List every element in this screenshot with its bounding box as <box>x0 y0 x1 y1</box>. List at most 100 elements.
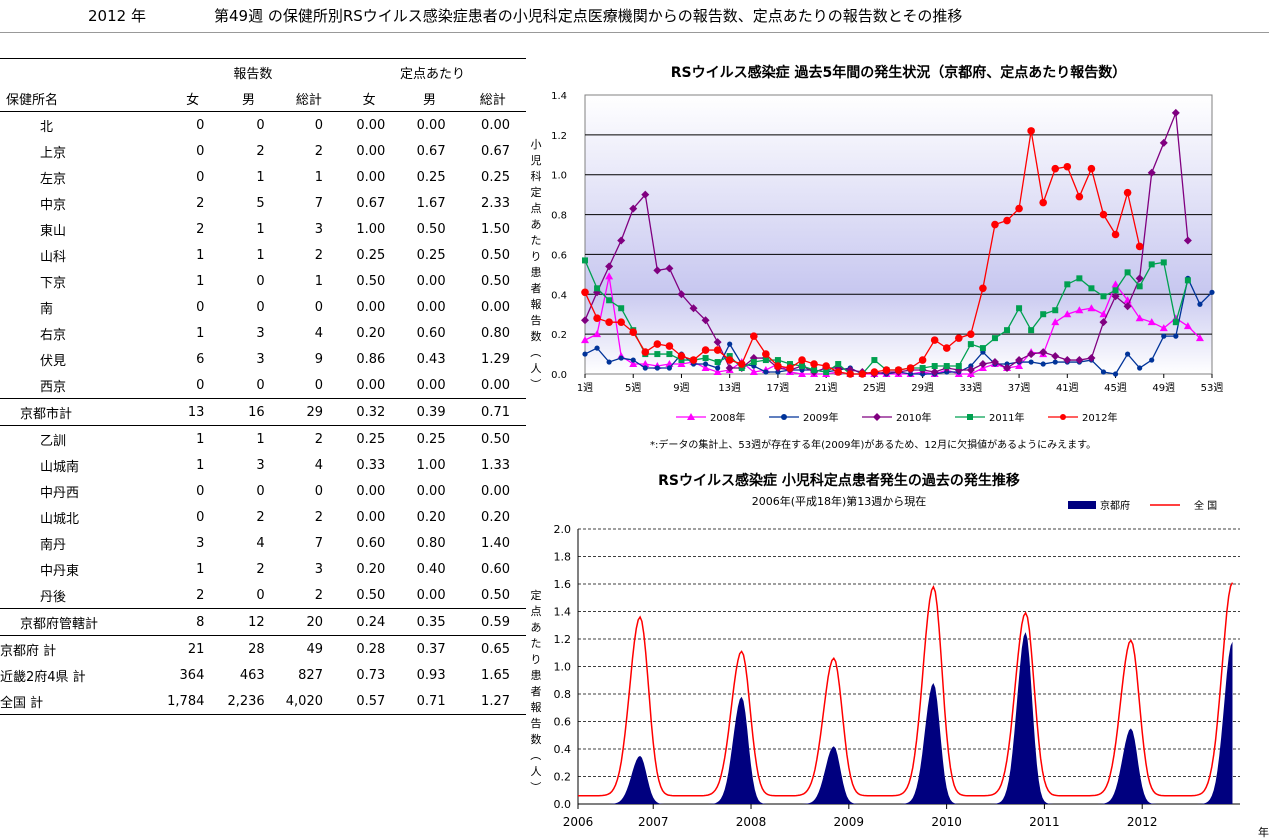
cell-value: 0.00 <box>459 372 526 399</box>
data-point <box>581 316 589 325</box>
y-tick-label: 2.0 <box>554 523 572 536</box>
cell-value: 2 <box>256 509 265 525</box>
cell-value: 1 <box>256 169 265 185</box>
cell-value: 0.67 <box>481 143 510 159</box>
column-header: 保健所名 <box>0 85 167 112</box>
cell-value: 1.00 <box>416 457 446 473</box>
row-label: 東山 <box>40 223 67 239</box>
data-point <box>978 360 987 369</box>
data-point <box>617 236 626 245</box>
data-point <box>1195 334 1204 342</box>
summary-row: 京都府 計 21 28 49 0.28 0.37 0.65 <box>0 636 526 663</box>
cell-value: 0.60 <box>416 325 446 341</box>
data-point <box>617 318 625 326</box>
x-tick-label: 45週 <box>1104 382 1127 394</box>
cell-value: 0.60 <box>481 561 510 577</box>
x-tick-label: 2012 <box>1127 815 1158 829</box>
data-point <box>798 356 806 364</box>
data-point <box>1099 310 1108 318</box>
cell-value: 0 <box>196 169 205 185</box>
cell-value: 20 <box>278 608 339 636</box>
cell-value: 0.57 <box>338 688 400 715</box>
data-point <box>725 356 734 364</box>
data-point <box>786 364 794 372</box>
cell-value: 364 <box>179 667 205 683</box>
data-point <box>738 365 745 372</box>
cell-value: 4,020 <box>278 688 339 715</box>
x-tick-label: 2008 <box>736 815 767 829</box>
row-label: 丹後 <box>0 582 167 609</box>
column-header: 男 <box>399 85 460 112</box>
cell-value: 0 <box>196 299 205 315</box>
table-row: 中丹西 0 0 0 0.00 0.00 0.00 <box>0 478 526 504</box>
cell-value: 0.67 <box>356 195 386 211</box>
data-point <box>1136 283 1143 290</box>
cell-value: 0.00 <box>356 483 386 499</box>
data-point <box>1052 307 1059 314</box>
data-point <box>918 356 927 364</box>
row-label: 近畿2府4県 計 <box>0 669 86 685</box>
data-point <box>763 369 769 375</box>
data-point <box>1040 311 1047 318</box>
cell-value: 0.24 <box>338 608 400 636</box>
cell-value: 4 <box>314 325 323 341</box>
cell-value: 0.00 <box>356 117 386 133</box>
cell-value: 0.71 <box>459 398 526 426</box>
data-point <box>943 363 950 370</box>
cell-value: 0.86 <box>356 351 386 367</box>
cell-value: 0.32 <box>338 398 400 426</box>
data-point <box>750 332 758 340</box>
y-axis-label-char: 数 <box>531 733 542 746</box>
legend-marker <box>1060 414 1066 420</box>
table-row: 南丹 3 4 7 0.60 0.80 1.40 <box>0 530 526 556</box>
y-axis-label-char: （ <box>529 347 542 358</box>
summary-row: 全国 計 1,784 2,236 4,020 0.57 0.71 1.27 <box>0 688 526 715</box>
cell-value: 0.50 <box>481 247 510 263</box>
x-tick-label: 2009 <box>834 815 865 829</box>
cell-value: 0 <box>256 483 265 499</box>
cell-value: 0.20 <box>481 509 510 525</box>
data-point <box>701 316 710 325</box>
plot-area <box>584 94 1213 375</box>
row-label: 伏見 <box>40 353 67 369</box>
cell-value: 0 <box>218 582 279 609</box>
data-point <box>1027 127 1035 135</box>
y-axis-label-char: 報 <box>531 701 542 714</box>
table-row: 南 0 0 0 0.00 0.00 0.00 <box>0 294 526 320</box>
cell-value: 0.43 <box>416 351 446 367</box>
cell-value: 1.50 <box>481 221 510 237</box>
table-row: 伏見 6 3 9 0.86 0.43 1.29 <box>0 346 526 372</box>
data-point <box>1016 305 1023 312</box>
table-row: 右京 1 3 4 0.20 0.60 0.80 <box>0 320 526 346</box>
data-point <box>1087 304 1096 312</box>
cell-value: 1 <box>314 169 323 185</box>
cell-value: 1 <box>256 247 265 263</box>
data-point <box>689 304 698 313</box>
cell-value: 0.33 <box>356 457 386 473</box>
data-point <box>1135 242 1144 251</box>
y-axis-label-char: （ <box>529 750 542 761</box>
x-tick-label: 41週 <box>1056 382 1079 394</box>
data-point <box>641 190 650 199</box>
cell-value: 21 <box>187 641 205 657</box>
data-point <box>629 204 638 213</box>
data-point <box>1051 352 1060 361</box>
table-row: 山城南 1 3 4 0.33 1.00 1.33 <box>0 452 526 478</box>
x-tick-label: 49週 <box>1152 382 1175 394</box>
data-point <box>942 344 951 352</box>
cell-value: 2 <box>314 509 323 525</box>
y-tick-label: 0.2 <box>551 330 567 341</box>
legend-label: 2009年 <box>803 411 838 424</box>
cell-value: 0.25 <box>416 247 446 263</box>
row-label: 京都府 計 <box>0 643 57 659</box>
data-point <box>1147 168 1156 177</box>
row-label: 山城北 <box>40 511 80 527</box>
y-axis-label-char: り <box>531 250 542 263</box>
data-point <box>581 288 589 297</box>
cell-value: 1 <box>196 325 205 341</box>
cell-value: 0.60 <box>356 535 386 551</box>
y-axis-label-char: 定 <box>531 588 542 602</box>
legend-marker <box>967 414 973 420</box>
group-header-per-sentinel: 定点あたり <box>338 58 526 85</box>
cell-value: 0.50 <box>481 431 510 447</box>
